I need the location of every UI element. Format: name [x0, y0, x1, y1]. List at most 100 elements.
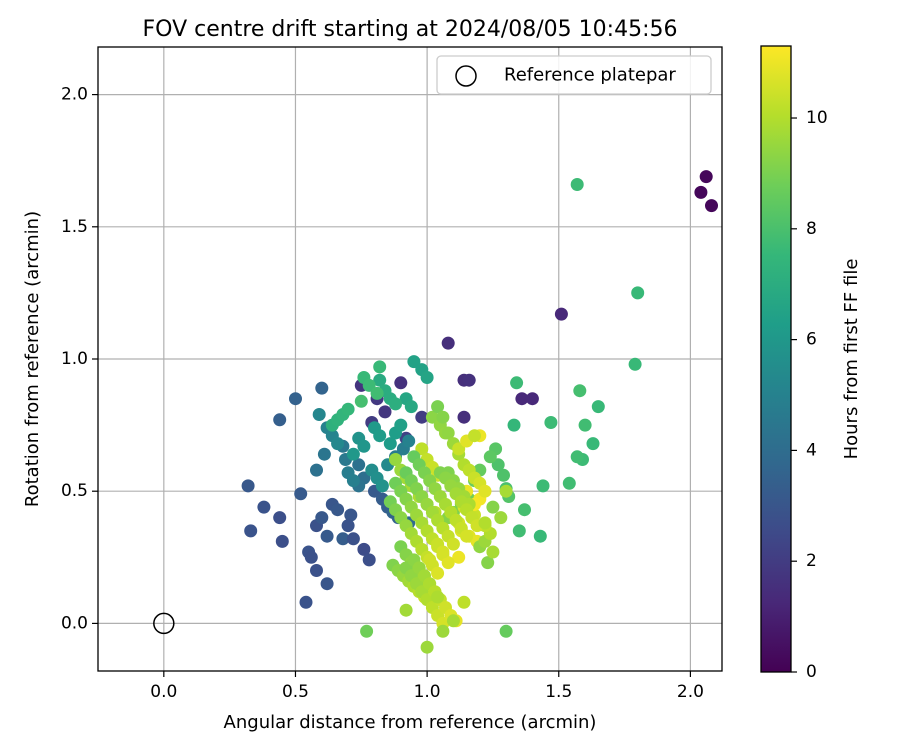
legend[interactable]: Reference platepar [436, 55, 712, 95]
reference-platepar-marker [153, 612, 175, 635]
x-tick-label: 0.0 [150, 682, 177, 702]
scatter-point [510, 376, 524, 390]
scatter-point [315, 381, 329, 395]
scatter-point [628, 357, 642, 371]
scatter-point [631, 286, 645, 300]
scatter-point [312, 408, 326, 421]
scatter-point [570, 178, 584, 191]
x-tick-label: 1.5 [545, 682, 572, 702]
scatter-point [415, 442, 429, 456]
scatter-point [310, 463, 323, 477]
scatter-point [441, 426, 455, 440]
colorbar-tick-label: 10 [806, 108, 828, 128]
y-tick-label: 1.0 [61, 349, 88, 369]
scatter-point [699, 170, 713, 184]
y-tick-label: 2.0 [61, 85, 88, 105]
scatter-point [415, 410, 429, 424]
scatter-point [373, 373, 387, 387]
scatter-point [404, 400, 418, 414]
scatter-point [294, 487, 308, 501]
scatter-point [705, 199, 718, 213]
scatter-point [494, 511, 508, 525]
scatter-point [315, 511, 329, 525]
scatter-point [452, 442, 466, 456]
scatter-point [460, 529, 474, 543]
scatter-point [357, 439, 371, 453]
scatter-point [375, 479, 389, 493]
scatter-point [273, 413, 287, 427]
scatter-point [299, 595, 313, 609]
scatter-point [457, 410, 471, 424]
scatter-point [570, 450, 584, 464]
scatter-point [362, 378, 376, 392]
scatter-point [389, 453, 402, 466]
scatter-point [578, 418, 592, 432]
y-tick-label: 1.5 [61, 217, 88, 237]
scatter-point [346, 447, 360, 461]
scatter-point [468, 429, 481, 443]
scatter-point [354, 394, 368, 408]
scatter-point [341, 402, 355, 416]
scatter-point [436, 624, 450, 638]
scatter-point [360, 624, 374, 638]
scatter-point [518, 503, 531, 517]
scatter-point [394, 418, 408, 432]
scatter-point [317, 447, 331, 461]
scatter-point [515, 392, 529, 406]
colorbar-tick-label: 6 [806, 330, 817, 350]
scatter-point [346, 474, 360, 488]
colorbar-ticks: 0 2 4 6 8 10 [791, 108, 828, 682]
scatter-point [457, 595, 471, 609]
scatter-point [436, 545, 450, 559]
scatter-point [441, 556, 455, 570]
scatter-point [431, 566, 445, 580]
scatter-point [573, 384, 587, 398]
scatter-point [512, 524, 526, 538]
scatter-point [441, 336, 455, 350]
scatter-point [478, 516, 492, 530]
scatter-point [591, 400, 605, 414]
scatter-point [331, 503, 345, 517]
scatter-point [478, 484, 492, 498]
scatter-point [320, 529, 334, 543]
scatter-point [373, 360, 387, 374]
scatter-point [694, 185, 708, 199]
scatter-point [373, 429, 387, 443]
scatter-point [241, 479, 255, 493]
scatter-point [452, 550, 466, 564]
scatter-point [481, 556, 495, 570]
scatter-point [491, 458, 505, 472]
scatter-point [289, 392, 302, 406]
scatter-point [357, 542, 371, 556]
scatter-point [362, 553, 376, 567]
scatter-point [436, 410, 450, 424]
scatter-point [586, 437, 600, 451]
colorbar-tick-label: 0 [806, 662, 817, 682]
y-tick-label: 0.0 [61, 613, 88, 633]
scatter-point [462, 373, 476, 387]
scatter-point [320, 577, 334, 591]
scatter-point [486, 545, 500, 559]
scatter-point [486, 500, 500, 514]
x-axis-label: Angular distance from reference (arcmin) [224, 712, 597, 733]
scatter-point [562, 476, 576, 490]
scatter-point [399, 603, 413, 617]
scatter-point [331, 437, 345, 451]
scatter-point [310, 564, 323, 577]
chart-title: FOV centre drift starting at 2024/08/05 … [143, 17, 678, 42]
scatter-point [244, 524, 258, 538]
scatter-point [336, 532, 350, 546]
scatter-point [275, 534, 289, 548]
y-axis-label: Rotation from reference (arcmin) [22, 211, 43, 507]
scatter-point [431, 590, 445, 604]
scatter-point [483, 450, 497, 464]
colorbar-tick-label: 8 [806, 219, 817, 239]
x-tick-label: 1.0 [414, 682, 441, 702]
legend-entry-label: Reference platepar [504, 65, 676, 86]
y-tick-label: 0.5 [61, 481, 88, 501]
scatter-point [536, 479, 550, 493]
x-tick-label: 0.5 [282, 682, 309, 702]
scatter-point [507, 418, 521, 432]
colorbar-tick-label: 2 [806, 551, 817, 571]
